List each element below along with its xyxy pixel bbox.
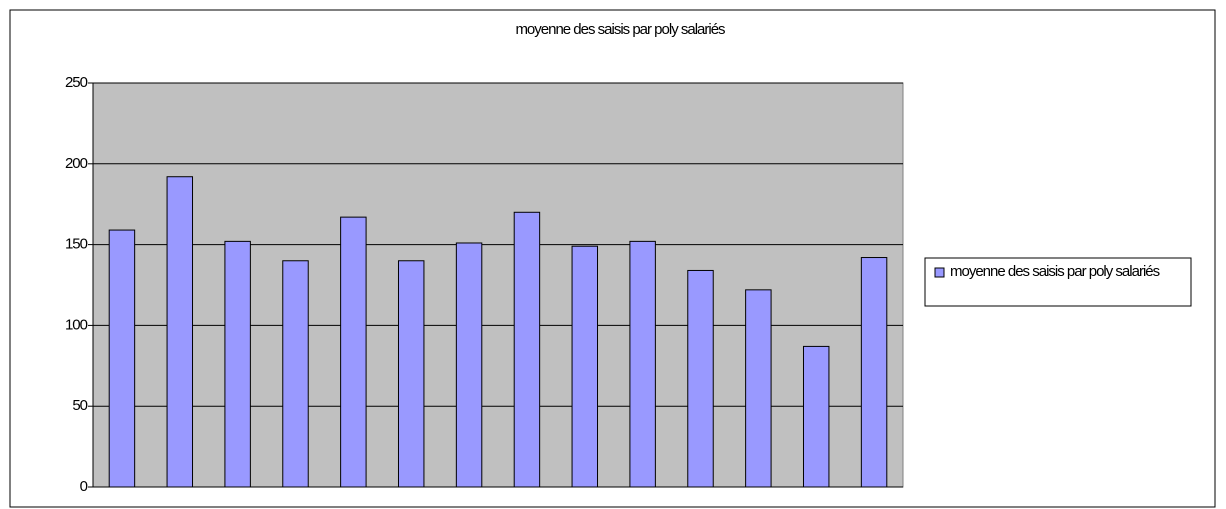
- bar: [397, 260, 425, 488]
- legend-box: [924, 257, 1192, 307]
- y-tick-label: 0: [80, 478, 88, 495]
- bar: [513, 211, 541, 488]
- y-tick-label: 100: [65, 316, 88, 333]
- bar: [745, 289, 772, 488]
- y-tick-label: 150: [65, 236, 88, 253]
- bar: [340, 216, 367, 488]
- y-tick-label: 50: [72, 397, 87, 414]
- plot-area: [92, 82, 904, 488]
- y-tick-label: 250: [65, 74, 88, 91]
- bar: [224, 240, 251, 488]
- bar: [455, 242, 483, 488]
- legend-swatch: [934, 267, 945, 278]
- bar: [571, 245, 599, 488]
- y-tick-label: 200: [65, 155, 88, 172]
- chart-title: moyenne des saisis par poly salariés: [515, 21, 725, 38]
- bar: [802, 345, 830, 488]
- legend-label: moyenne des saisis par poly salariés: [950, 263, 1160, 280]
- bar: [629, 240, 656, 488]
- bar: [687, 269, 714, 488]
- bar: [282, 260, 309, 488]
- bar: [108, 229, 136, 488]
- bar: [166, 176, 194, 488]
- bar: [860, 257, 888, 488]
